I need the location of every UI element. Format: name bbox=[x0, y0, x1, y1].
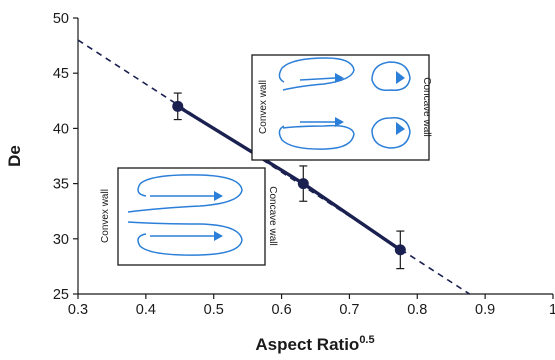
y-axis-title: De bbox=[5, 145, 24, 167]
inset-two-vortex: Convex wall Concave wall bbox=[100, 168, 278, 265]
inset-top-concave-label: Concave wall bbox=[421, 77, 432, 136]
x-tick-label: 1 bbox=[549, 302, 555, 318]
x-tick-label: 0.8 bbox=[407, 302, 427, 318]
x-axis-title-main: Aspect Ratio bbox=[255, 335, 359, 354]
y-tick-label: 45 bbox=[53, 66, 69, 82]
y-tick-label: 40 bbox=[53, 121, 69, 137]
x-tick-label: 0.9 bbox=[475, 302, 495, 318]
data-point bbox=[172, 101, 183, 112]
y-tick-label: 30 bbox=[53, 232, 69, 248]
x-tick-label: 0.4 bbox=[136, 302, 156, 318]
inset-bottom-concave-label: Concave wall bbox=[267, 186, 278, 245]
x-tick-label: 0.5 bbox=[204, 302, 224, 318]
inset-box bbox=[118, 168, 265, 265]
inset-top-convex-label: Convex wall bbox=[258, 80, 269, 134]
inset-four-vortex: Convex wall Concave wall bbox=[252, 55, 432, 160]
data-point bbox=[395, 244, 406, 255]
x-ticks: 0.3 0.4 0.5 0.6 0.7 0.8 0.9 1 bbox=[68, 294, 555, 318]
inset-bottom-convex-label: Convex wall bbox=[100, 189, 111, 243]
data-point bbox=[298, 178, 309, 189]
y-tick-label: 35 bbox=[53, 177, 69, 193]
y-tick-label: 25 bbox=[53, 287, 69, 303]
y-ticks: 25 30 35 40 45 50 bbox=[53, 11, 78, 303]
y-tick-label: 50 bbox=[53, 11, 69, 27]
x-tick-label: 0.6 bbox=[271, 302, 291, 318]
x-tick-label: 0.3 bbox=[68, 302, 88, 318]
x-tick-label: 0.7 bbox=[339, 302, 359, 318]
x-axis-title: Aspect Ratio0.5 bbox=[255, 334, 374, 354]
x-axis-title-superscript: 0.5 bbox=[359, 334, 374, 346]
